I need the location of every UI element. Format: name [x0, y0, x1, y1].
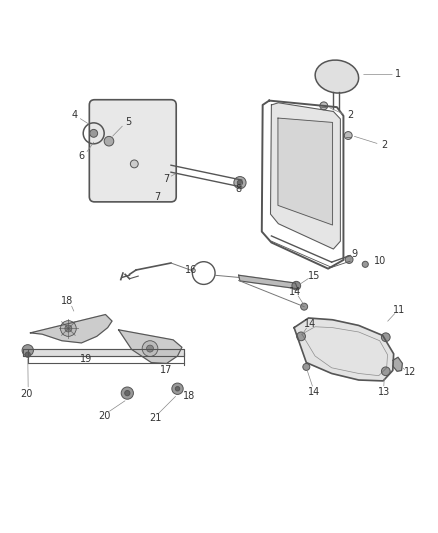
Text: 20: 20: [98, 411, 110, 421]
Text: 4: 4: [72, 110, 78, 119]
Circle shape: [303, 364, 310, 370]
Polygon shape: [30, 314, 112, 343]
Circle shape: [300, 303, 307, 310]
Text: 11: 11: [393, 305, 405, 315]
Circle shape: [125, 391, 130, 395]
Text: 8: 8: [236, 184, 242, 194]
Circle shape: [142, 341, 158, 357]
Text: 10: 10: [374, 256, 387, 266]
Text: 19: 19: [80, 354, 92, 364]
Polygon shape: [271, 103, 340, 249]
Circle shape: [234, 176, 246, 189]
Polygon shape: [393, 357, 403, 372]
Circle shape: [60, 321, 76, 336]
Circle shape: [22, 345, 33, 356]
Circle shape: [147, 345, 153, 352]
Circle shape: [175, 386, 180, 391]
Text: 7: 7: [163, 174, 170, 184]
Text: 14: 14: [308, 387, 320, 397]
Circle shape: [345, 256, 353, 263]
Text: 14: 14: [289, 287, 301, 297]
Circle shape: [344, 132, 352, 140]
Text: 14: 14: [304, 319, 316, 329]
Text: 7: 7: [154, 192, 160, 201]
Text: 5: 5: [125, 117, 131, 126]
Polygon shape: [239, 275, 297, 289]
Circle shape: [292, 281, 300, 290]
Polygon shape: [119, 330, 182, 364]
Text: 12: 12: [404, 367, 417, 377]
Text: 21: 21: [149, 413, 162, 423]
Text: 18: 18: [183, 391, 195, 401]
Text: 6: 6: [78, 151, 85, 161]
Circle shape: [297, 332, 305, 341]
Circle shape: [121, 387, 134, 399]
Ellipse shape: [315, 60, 359, 93]
Polygon shape: [294, 318, 394, 381]
Circle shape: [362, 261, 368, 268]
Text: 2: 2: [347, 110, 353, 119]
Circle shape: [381, 333, 390, 342]
Text: 2: 2: [381, 140, 387, 150]
Text: 18: 18: [61, 296, 73, 305]
Circle shape: [381, 367, 390, 376]
Text: 13: 13: [378, 387, 390, 397]
Text: 20: 20: [20, 389, 32, 399]
Text: 16: 16: [184, 265, 197, 275]
Text: 9: 9: [351, 249, 357, 259]
Circle shape: [131, 160, 138, 168]
Text: 15: 15: [308, 271, 320, 281]
Polygon shape: [22, 350, 184, 356]
FancyBboxPatch shape: [89, 100, 176, 202]
Circle shape: [237, 180, 243, 185]
Circle shape: [90, 130, 98, 138]
Text: 1: 1: [395, 69, 401, 79]
Circle shape: [65, 325, 72, 332]
Text: 17: 17: [160, 365, 173, 375]
Circle shape: [320, 102, 328, 110]
Circle shape: [172, 383, 183, 394]
Polygon shape: [278, 118, 332, 225]
Circle shape: [25, 352, 30, 357]
Circle shape: [104, 136, 114, 146]
